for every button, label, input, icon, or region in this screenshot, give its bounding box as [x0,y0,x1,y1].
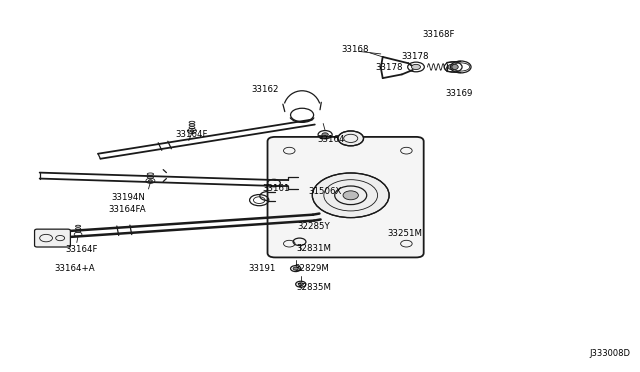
Text: 33191: 33191 [249,264,276,273]
FancyBboxPatch shape [35,229,70,247]
Text: 33168F: 33168F [422,30,454,39]
Text: 33164F: 33164F [176,130,208,139]
Text: 33178: 33178 [401,52,428,61]
Text: J333008D: J333008D [589,349,630,358]
Text: 33162: 33162 [252,85,279,94]
Text: 32829M: 32829M [295,264,330,273]
Circle shape [148,180,152,182]
Circle shape [412,64,420,70]
Text: 32285Y: 32285Y [297,222,330,231]
Text: 33169: 33169 [446,89,473,98]
Text: 33168: 33168 [342,45,369,54]
Circle shape [293,267,298,270]
Text: 33178: 33178 [376,63,403,72]
Circle shape [338,131,364,146]
Circle shape [322,133,328,137]
FancyBboxPatch shape [268,137,424,257]
Text: 32831M: 32831M [296,244,331,253]
Text: 33194N: 33194N [111,193,145,202]
Text: 33164F: 33164F [66,246,98,254]
Circle shape [190,130,194,132]
Text: 33251M: 33251M [387,229,422,238]
Circle shape [448,64,458,70]
Text: 31506X: 31506X [308,187,342,196]
Text: 33164: 33164 [318,135,345,144]
Circle shape [343,191,358,200]
Text: 33161: 33161 [263,184,290,193]
Text: 33164+A: 33164+A [54,264,95,273]
Text: 33164FA: 33164FA [108,205,145,214]
Circle shape [298,283,303,286]
Circle shape [312,173,389,218]
Text: 32835M: 32835M [296,283,331,292]
